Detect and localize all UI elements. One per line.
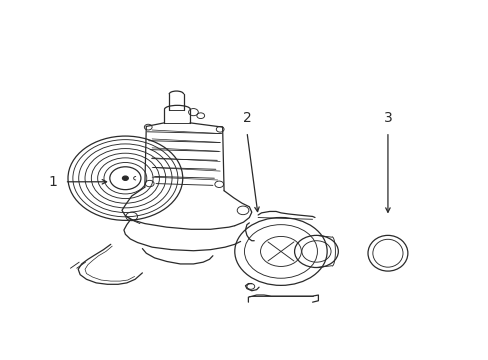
Circle shape xyxy=(122,176,128,180)
Text: 1: 1 xyxy=(48,175,57,189)
Text: 3: 3 xyxy=(383,111,391,125)
Text: 2: 2 xyxy=(242,111,251,125)
